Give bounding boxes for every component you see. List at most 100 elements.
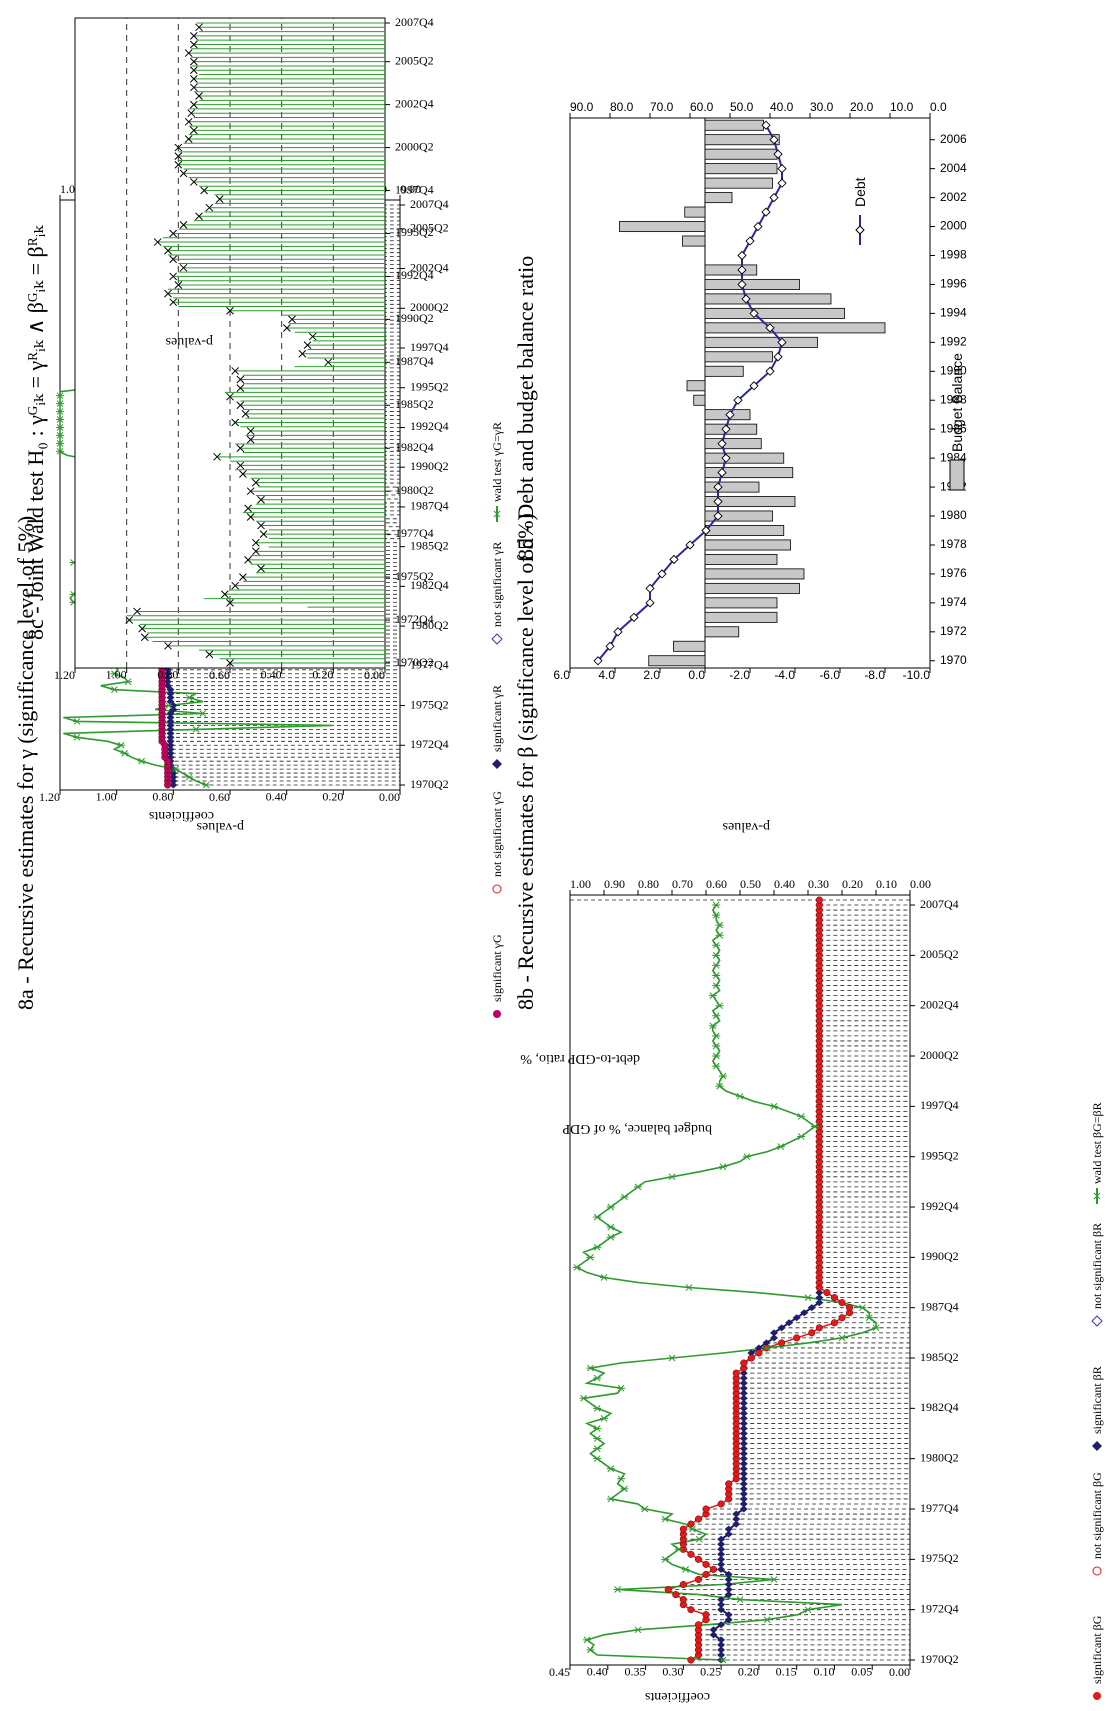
right-tick-label: 0.00 [910, 877, 931, 891]
tick-label: 0.00 [364, 668, 385, 682]
year-tick-label: 2000 [940, 219, 967, 233]
star-marker [695, 1535, 704, 1543]
star-marker [681, 1566, 690, 1573]
debt-marker [613, 627, 623, 637]
date-tick-label: 1975Q2 [920, 1551, 959, 1565]
star-marker [838, 1334, 846, 1342]
tick-label: 1.20 [54, 668, 75, 682]
cross-marker [226, 599, 234, 607]
diamond-marker [800, 1309, 809, 1317]
debt-marker [701, 525, 711, 536]
cross-marker [241, 410, 250, 418]
circle-marker [702, 1505, 710, 1513]
panel-p8d: -10.0 -8.0 -6.0 -4.0 -2.0 0.0 2.0 4.0 6.0 0.0 10.0… [553, 100, 967, 682]
debt-marker [717, 439, 727, 449]
diamond-marker [166, 749, 175, 757]
budget-bar [704, 365, 744, 377]
legend-symbol [491, 633, 503, 645]
legend-label: not significant βR [1090, 1223, 1104, 1309]
diamond-marker [739, 1374, 748, 1382]
diamond-marker [717, 1555, 726, 1563]
star-marker [712, 1052, 721, 1060]
diamond-marker [166, 690, 175, 698]
star-marker [640, 1505, 649, 1513]
cross-marker [195, 23, 203, 32]
axis-label-coefficients-8a: coefficients [149, 808, 214, 823]
diamond-marker [739, 1445, 748, 1453]
year-tick-label: 2004 [940, 161, 967, 175]
diamond-marker [709, 1631, 718, 1639]
star-marker [593, 1425, 602, 1432]
diamond-marker [739, 1379, 748, 1387]
circle-marker [747, 1354, 755, 1362]
diamond-marker [717, 1601, 726, 1609]
star-marker [620, 1193, 629, 1201]
left-tick-label: -6.0 [819, 668, 840, 682]
star-marker [810, 1123, 819, 1130]
diamond-marker [166, 737, 175, 745]
star-marker [668, 1354, 676, 1362]
legend-label: significant βR [1090, 1366, 1104, 1434]
legend-label: wald test βG=βR [1090, 1102, 1104, 1184]
circle-marker [725, 1480, 733, 1488]
diamond-marker [732, 1520, 741, 1528]
left-tick-label: 0.25 [700, 1665, 721, 1679]
debt-marker [773, 352, 783, 362]
budget-bar [704, 496, 796, 508]
left-tick-label: 0.20 [738, 1665, 759, 1679]
budget-bar [673, 640, 706, 652]
star-marker [593, 1243, 602, 1251]
debt-marker [769, 192, 779, 203]
debt-marker [669, 554, 679, 565]
cross-marker [236, 375, 245, 384]
budget-bar [704, 264, 758, 276]
star-marker [797, 1133, 806, 1140]
debt-marker [593, 656, 603, 666]
left-axis: 0.00 0.05 0.10 0.15 0.20 0.25 0.30 0.35 0.40 0.45 [549, 1665, 911, 1679]
budget-bar [704, 467, 794, 479]
right-axis: 0.00 0.10 0.20 0.30 0.40 0.50 0.60 0.70 0.80 0.90… [569, 877, 931, 895]
circle-marker [664, 1585, 672, 1594]
date-tick-label: 1987Q4 [920, 1299, 959, 1313]
debt-marker [721, 424, 731, 434]
panel-p8b: 0.00 0.05 0.10 0.15 0.20 0.25 0.30 0.35 0.40 0.45… [549, 877, 959, 1679]
year-tick-label: 2006 [940, 132, 967, 146]
debt-marker [721, 453, 731, 463]
cross-marker [215, 195, 224, 203]
star-marker [712, 972, 721, 979]
date-tick-label: 1992Q4 [410, 419, 449, 433]
diamond-marker [166, 717, 175, 725]
left-tick-label: 0.80 [152, 790, 173, 804]
right-tick-label: 40.0 [770, 100, 794, 114]
diamond-marker [166, 721, 175, 729]
year-tick-label: 1990 [940, 363, 967, 377]
star-marker [763, 1344, 772, 1352]
cross-marker [231, 367, 240, 375]
star-marker [770, 1576, 778, 1583]
budget-bar [704, 611, 778, 623]
legend-label: wald test γG=γR [490, 422, 504, 502]
budget-bar [704, 307, 845, 319]
circle-marker [702, 1570, 710, 1578]
legend-p8b: significant βG not significant βG signific… [1090, 1102, 1104, 1700]
debt-marker [745, 236, 755, 246]
right-tick-label: 50.0 [730, 100, 754, 114]
diamond-marker [166, 745, 175, 753]
star-marker [593, 1213, 602, 1221]
cross-marker [169, 272, 178, 281]
star-marker [606, 1223, 615, 1231]
right-tick-label: 0.10 [876, 877, 897, 891]
star-marker [586, 1646, 595, 1654]
cross-marker [257, 495, 265, 504]
star-marker [858, 1304, 867, 1312]
diamond-marker [754, 1344, 763, 1352]
star-marker [606, 1203, 615, 1211]
diamond-marker [739, 1440, 748, 1448]
star-marker [708, 992, 717, 999]
axis-label-budget: budget balance, % of GDP [562, 1121, 712, 1136]
star-marker [56, 424, 64, 431]
date-tick-label: 2000Q2 [395, 139, 434, 153]
left-tick-label: 0.40 [587, 1665, 608, 1679]
circle-marker [755, 1349, 763, 1357]
left-tick-label: 2.0 [643, 668, 660, 682]
